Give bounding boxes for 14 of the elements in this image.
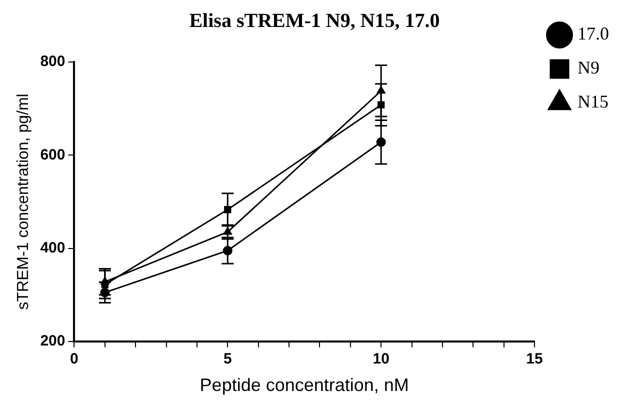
chart-title: Elisa sTREM-1 N9, N15, 17.0	[189, 10, 440, 32]
legend-label: N9	[578, 58, 600, 78]
x-tick-label: 15	[526, 350, 543, 368]
x-tick-label: 5	[223, 350, 232, 368]
x-tick-label: 0	[70, 350, 78, 368]
x-tick-label: 10	[372, 350, 390, 368]
y-axis-title: sTREM-1 concentration, pg/ml	[15, 94, 32, 310]
legend-label: N15	[578, 92, 608, 112]
legend-label: 17.0	[578, 24, 609, 44]
y-tick-label: 600	[40, 146, 66, 164]
x-axis-title: Peptide concentration, nM	[200, 375, 409, 396]
y-tick-label: 200	[40, 332, 66, 350]
y-tick-label: 800	[40, 53, 66, 70]
y-tick-label: 400	[40, 239, 66, 256]
